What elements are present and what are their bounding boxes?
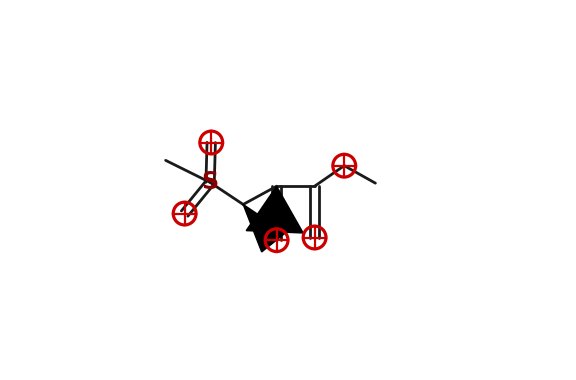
Polygon shape	[246, 186, 303, 233]
Text: S: S	[202, 170, 219, 195]
Polygon shape	[243, 204, 286, 252]
